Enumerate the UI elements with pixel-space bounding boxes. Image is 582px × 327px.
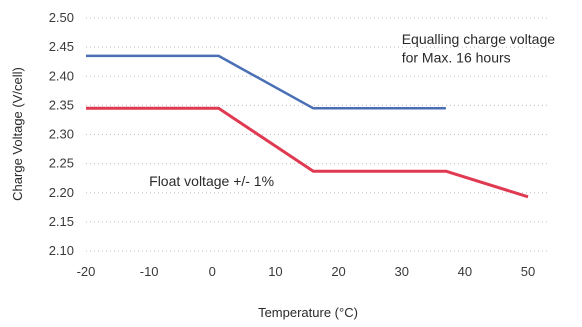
y-tick-label: 2.15	[49, 214, 74, 229]
x-tick-label: -10	[140, 264, 159, 279]
y-tick-label: 2.40	[49, 68, 74, 83]
y-axis-label: Charge Voltage (V/cell)	[10, 67, 25, 201]
y-tick-label: 2.25	[49, 156, 74, 171]
grid-layer	[86, 17, 550, 252]
y-tick-label: 2.30	[49, 127, 74, 142]
annotation-layer: Equalling charge voltage for Max. 16 hour…	[149, 31, 555, 189]
y-tick-label: 2.35	[49, 97, 74, 112]
y-tick-label: 2.10	[49, 243, 74, 258]
x-tick-label: 50	[521, 264, 535, 279]
x-tick-label: -20	[77, 264, 96, 279]
x-tick-label: 20	[331, 264, 345, 279]
y-tick-label: 2.20	[49, 185, 74, 200]
x-tick-label: 0	[209, 264, 216, 279]
x-axis-label: Temperature (°C)	[258, 305, 358, 320]
annotation-float: Float voltage +/- 1%	[149, 173, 274, 189]
x-tick-label: 30	[394, 264, 408, 279]
x-tick-label: 10	[268, 264, 282, 279]
annotation-equalize-line1: Equalling charge voltage	[402, 31, 556, 47]
series-layer	[86, 54, 529, 199]
x-tick-label: 40	[458, 264, 472, 279]
y-tick-label: 2.45	[49, 39, 74, 54]
series-line-1	[86, 54, 446, 110]
annotation-equalize-line2: for Max. 16 hours	[402, 49, 511, 65]
y-tick-label: 2.50	[49, 10, 74, 25]
tick-layer: 2.10 2.15 2.20 2.25 2.30 2.35 2.40 2.45 2.50 -20 -…	[49, 10, 536, 279]
series-line-2	[86, 106, 529, 199]
